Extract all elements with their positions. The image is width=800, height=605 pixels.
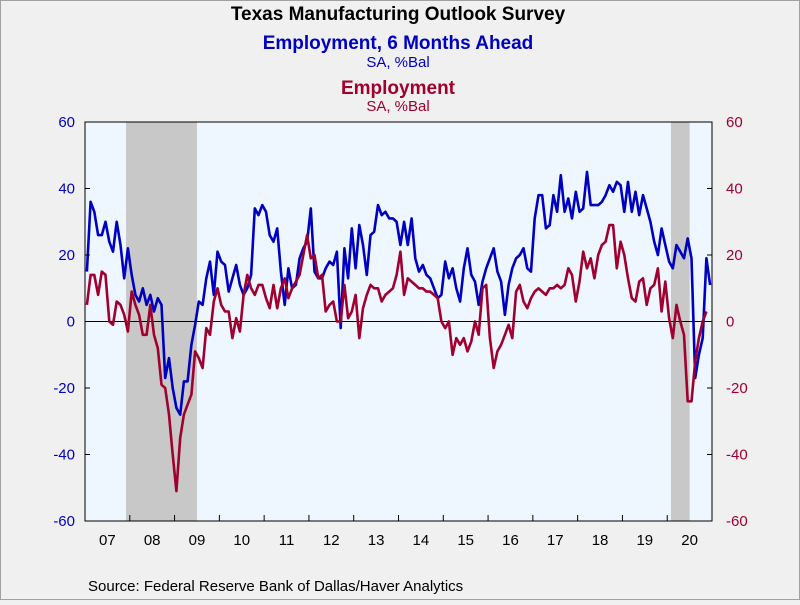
x-tick-label: 07 <box>99 532 116 549</box>
series-lines <box>85 170 712 493</box>
series-2-subtitle: SA, %Bal <box>366 98 429 115</box>
left-tick-label: 40 <box>58 181 75 198</box>
x-tick-label: 19 <box>636 532 653 549</box>
right-tick-label: 0 <box>726 314 734 331</box>
x-tick-label: 16 <box>502 532 519 549</box>
x-tick-label: 11 <box>279 532 295 549</box>
x-tick-label: 12 <box>323 532 340 549</box>
right-tick-label: 40 <box>726 181 743 198</box>
series-1-subtitle: SA, %Bal <box>366 54 429 71</box>
right-tick-label: -20 <box>726 380 748 397</box>
left-tick-label: 0 <box>67 314 75 331</box>
right-tick-label: -60 <box>726 513 748 530</box>
x-tick-label: 17 <box>547 532 564 549</box>
left-tick-label: -60 <box>53 513 75 530</box>
source-note: Source: Federal Reserve Bank of Dallas/H… <box>88 578 463 595</box>
x-tick-label: 10 <box>233 532 250 549</box>
x-tick-label: 09 <box>189 532 206 549</box>
series-2-title: Employment <box>341 78 456 99</box>
left-tick-label: 60 <box>58 114 75 131</box>
series-line-2 <box>85 223 708 493</box>
left-tick-label: 20 <box>58 247 75 264</box>
x-axis: 07 08 09 10 11 12 13 14 15 16 17 18 19 20 <box>99 515 698 549</box>
left-tick-label: -20 <box>53 380 75 397</box>
right-axis: -60 -40 -20 0 20 40 60 <box>707 114 748 530</box>
x-tick-label: 08 <box>144 532 161 549</box>
left-tick-label: -40 <box>53 447 75 464</box>
x-tick-label: 18 <box>592 532 609 549</box>
right-tick-label: 60 <box>726 114 743 131</box>
x-tick-label: 13 <box>368 532 385 549</box>
left-axis: -60 -40 -20 0 20 40 60 <box>53 114 90 530</box>
series-line-1 <box>85 170 712 416</box>
chart-title: Texas Manufacturing Outlook Survey <box>231 4 566 25</box>
right-tick-label: -40 <box>726 447 748 464</box>
x-tick-label: 20 <box>681 532 698 549</box>
series-1-title: Employment, 6 Months Ahead <box>263 33 534 54</box>
x-tick-label: 14 <box>413 532 430 549</box>
right-tick-label: 20 <box>726 247 743 264</box>
x-tick-label: 15 <box>457 532 474 549</box>
